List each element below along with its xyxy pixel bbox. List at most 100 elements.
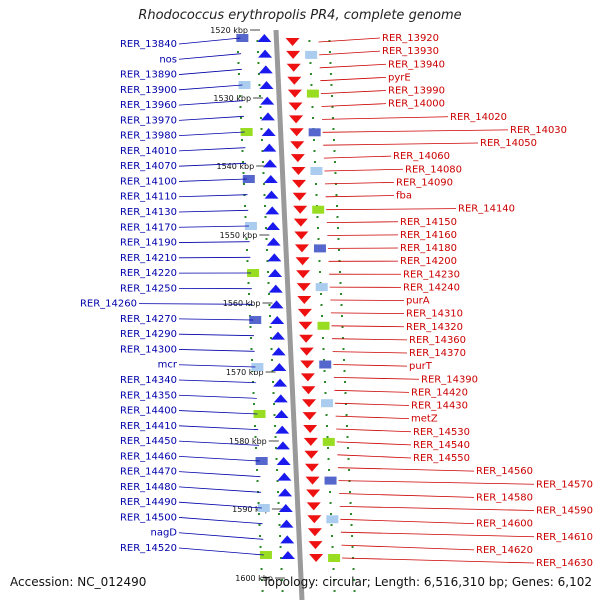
reverse-gene-arrow[interactable] [292, 192, 307, 201]
left-gene-label[interactable]: RER_14470 [120, 467, 177, 478]
left-gene-label[interactable]: RER_14300 [120, 344, 177, 355]
forward-gene-arrow[interactable] [257, 34, 272, 42]
left-gene-label[interactable]: RER_14460 [120, 451, 177, 462]
forward-gene-arrow[interactable] [273, 378, 288, 387]
left-gene-label[interactable]: RER_14190 [120, 238, 177, 249]
reverse-gene-arrow[interactable] [287, 89, 302, 98]
right-gene-label[interactable]: RER_14140 [458, 204, 515, 215]
right-gene-label[interactable]: RER_14150 [400, 217, 457, 228]
left-gene-label[interactable]: RER_14170 [120, 222, 177, 233]
forward-gene-arrow[interactable] [278, 488, 293, 497]
right-gene-label[interactable]: RER_14420 [411, 387, 468, 398]
right-gene-label[interactable]: RER_14610 [536, 532, 593, 543]
right-gene-label[interactable]: RER_14570 [536, 479, 593, 490]
reverse-gene-arrow[interactable] [292, 179, 307, 188]
forward-gene-arrow[interactable] [270, 331, 285, 340]
forward-gene-arrow[interactable] [278, 504, 293, 512]
right-gene-label[interactable]: RER_14370 [409, 348, 466, 359]
left-gene-label[interactable]: RER_13960 [120, 100, 177, 111]
right-gene-label[interactable]: RER_14590 [536, 506, 593, 517]
forward-gene-arrow[interactable] [271, 347, 286, 356]
forward-gene-arrow[interactable] [272, 363, 287, 371]
left-gene-label[interactable]: RER_14250 [120, 283, 177, 294]
forward-gene-arrow[interactable] [258, 49, 273, 58]
reverse-gene-arrow[interactable] [300, 373, 315, 382]
left-gene-label[interactable]: RER_13900 [120, 85, 177, 96]
forward-gene-arrow[interactable] [279, 519, 294, 528]
reverse-gene-arrow[interactable] [285, 38, 300, 46]
forward-gene-arrow[interactable] [259, 81, 274, 89]
forward-gene-arrow[interactable] [266, 237, 281, 246]
reverse-gene-arrow[interactable] [302, 399, 317, 408]
forward-gene-arrow[interactable] [274, 410, 289, 418]
right-gene-label[interactable]: RER_14230 [403, 269, 460, 280]
reverse-gene-arrow[interactable] [300, 360, 315, 369]
right-gene-label[interactable]: RER_14600 [476, 519, 533, 530]
left-gene-label[interactable]: RER_13840 [120, 39, 177, 50]
reverse-gene-arrow[interactable] [305, 476, 320, 485]
right-gene-label[interactable]: RER_14000 [388, 99, 445, 110]
right-gene-label[interactable]: RER_14390 [421, 374, 478, 385]
forward-gene-arrow[interactable] [268, 284, 283, 293]
reverse-gene-arrow[interactable] [304, 463, 319, 472]
left-gene-label[interactable]: RER_14010 [120, 146, 177, 157]
right-gene-label[interactable]: RER_14360 [409, 335, 466, 346]
right-gene-label[interactable]: RER_13930 [382, 46, 439, 57]
right-gene-label[interactable]: RER_14310 [406, 309, 463, 320]
left-gene-label[interactable]: RER_14400 [120, 406, 177, 417]
right-gene-label[interactable]: RER_14200 [400, 256, 457, 267]
forward-gene-arrow[interactable] [265, 222, 280, 230]
reverse-gene-arrow[interactable] [307, 515, 322, 524]
reverse-gene-arrow[interactable] [298, 321, 313, 330]
left-gene-label[interactable]: RER_14110 [120, 192, 177, 203]
forward-gene-arrow[interactable] [280, 535, 295, 544]
left-gene-label[interactable]: RER_14220 [120, 268, 177, 279]
reverse-gene-arrow[interactable] [293, 218, 308, 227]
reverse-gene-arrow[interactable] [296, 270, 311, 279]
left-gene-label[interactable]: RER_14070 [120, 161, 177, 172]
reverse-gene-arrow[interactable] [307, 528, 322, 537]
forward-gene-arrow[interactable] [268, 269, 283, 277]
left-gene-label[interactable]: RER_14410 [120, 421, 177, 432]
left-gene-label[interactable]: RER_14130 [120, 207, 177, 218]
right-gene-label[interactable]: RER_14320 [406, 322, 463, 333]
right-gene-label[interactable]: RER_14630 [536, 558, 593, 569]
right-gene-label[interactable]: RER_14020 [450, 112, 507, 123]
reverse-gene-arrow[interactable] [301, 386, 316, 395]
forward-gene-arrow[interactable] [273, 394, 288, 403]
reverse-gene-arrow[interactable] [303, 437, 318, 446]
left-gene-label[interactable]: nagD [150, 528, 177, 539]
reverse-gene-arrow[interactable] [293, 205, 308, 214]
right-gene-label[interactable]: RER_14160 [400, 230, 457, 241]
forward-gene-arrow[interactable] [260, 112, 275, 121]
forward-gene-arrow[interactable] [262, 143, 277, 152]
right-gene-label[interactable]: RER_14240 [403, 282, 460, 293]
right-gene-label[interactable]: RER_14080 [405, 164, 462, 175]
left-gene-label[interactable]: RER_14450 [120, 436, 177, 447]
reverse-gene-arrow[interactable] [297, 296, 312, 304]
left-gene-label[interactable]: RER_14270 [120, 314, 177, 325]
forward-gene-arrow[interactable] [276, 457, 291, 465]
forward-gene-arrow[interactable] [280, 551, 295, 559]
right-gene-label[interactable]: purA [406, 296, 430, 307]
forward-gene-arrow[interactable] [269, 300, 284, 309]
left-gene-label[interactable]: mcr [158, 360, 178, 371]
reverse-gene-arrow[interactable] [290, 154, 305, 163]
left-gene-label[interactable]: RER_14480 [120, 482, 177, 493]
reverse-gene-arrow[interactable] [295, 257, 310, 266]
forward-gene-arrow[interactable] [261, 128, 276, 136]
forward-gene-arrow[interactable] [277, 472, 292, 481]
right-gene-label[interactable]: RER_13990 [388, 86, 445, 97]
left-gene-label[interactable]: RER_14210 [120, 253, 177, 264]
left-gene-label[interactable]: RER_14260 [80, 299, 137, 310]
reverse-gene-arrow[interactable] [296, 283, 311, 292]
reverse-gene-arrow[interactable] [294, 244, 309, 253]
right-gene-label[interactable]: RER_14090 [396, 177, 453, 188]
reverse-gene-arrow[interactable] [289, 115, 304, 124]
left-gene-label[interactable]: nos [159, 54, 177, 65]
forward-gene-arrow[interactable] [263, 175, 278, 183]
forward-gene-arrow[interactable] [263, 159, 278, 168]
reverse-gene-arrow[interactable] [306, 489, 321, 498]
right-gene-label[interactable]: RER_13940 [388, 59, 445, 70]
